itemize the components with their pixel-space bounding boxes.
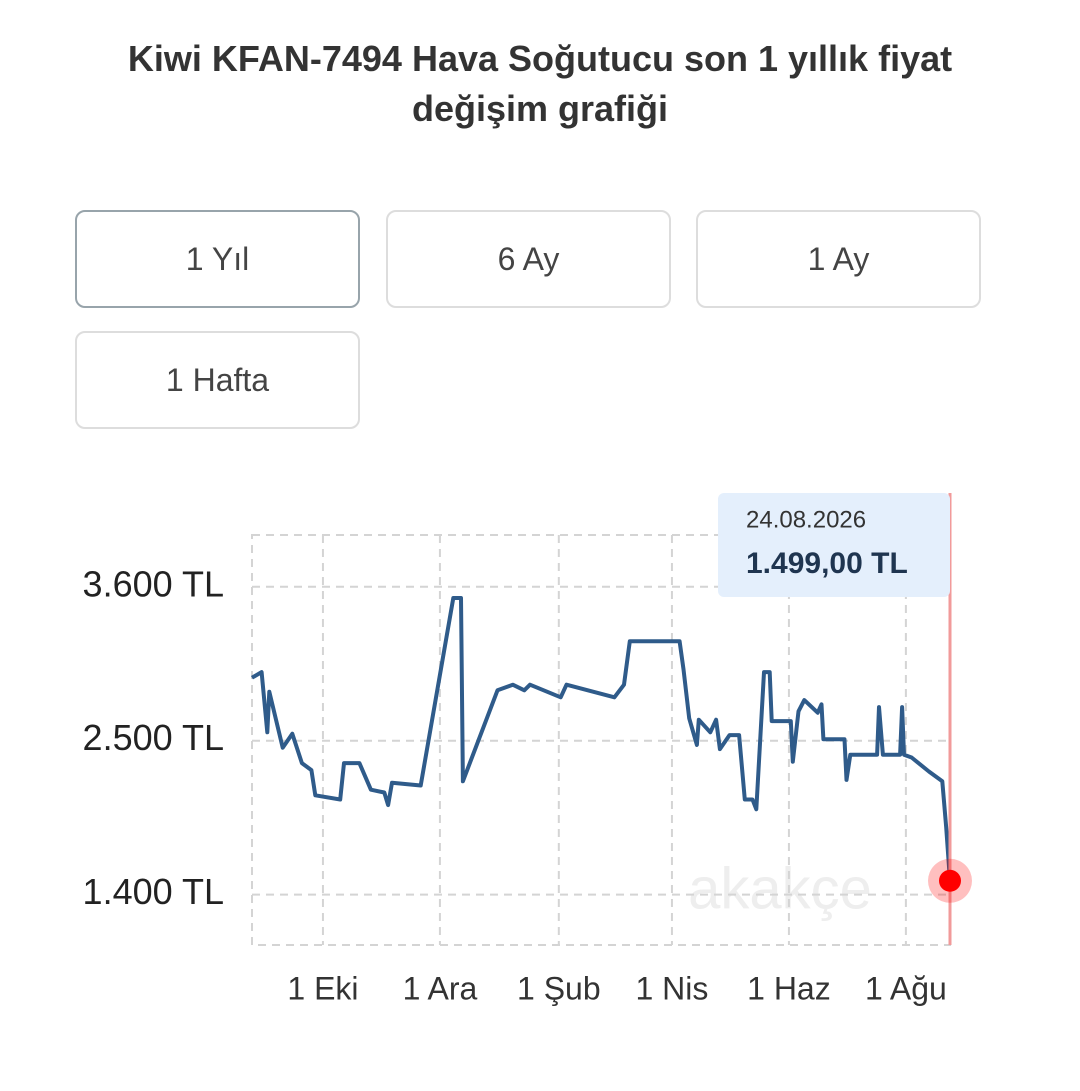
last-point [939, 869, 961, 892]
x-tick-label: 1 Nis [635, 970, 708, 1006]
y-tick-label: 1.400 TL [83, 871, 224, 912]
tooltip-box [718, 493, 950, 597]
range-button[interactable]: 6 Ay [386, 210, 671, 308]
x-tick-label: 1 Ağu [865, 970, 947, 1006]
watermark: akakçe [688, 856, 872, 921]
y-tick-label: 2.500 TL [83, 717, 224, 758]
chart-title: Kiwi KFAN-7494 Hava Soğutucu son 1 yıllı… [127, 38, 953, 129]
x-tick-label: 1 Haz [747, 970, 831, 1006]
range-button[interactable]: 1 Hafta [75, 331, 360, 429]
range-button[interactable]: 1 Ay [696, 210, 981, 308]
tooltip-date: 24.08.2026 [746, 506, 866, 533]
range-button[interactable]: 1 Yıl [75, 210, 360, 308]
tooltip-value: 1.499,00 TL [746, 547, 908, 580]
y-tick-label: 3.600 TL [83, 563, 224, 604]
price-line [250, 596, 952, 881]
x-tick-label: 1 Ara [403, 970, 478, 1006]
x-tick-label: 1 Eki [287, 970, 358, 1006]
x-tick-label: 1 Şub [517, 970, 601, 1006]
